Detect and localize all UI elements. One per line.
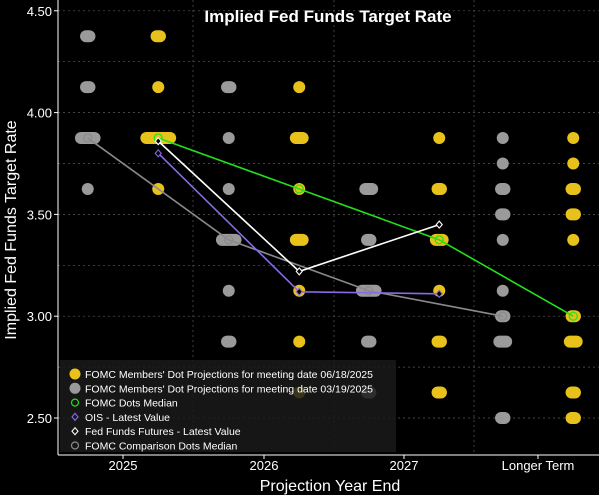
dot-point: [565, 208, 581, 221]
y-axis-label: Implied Fed Funds Target Rate: [3, 120, 20, 339]
dot-point: [496, 284, 509, 297]
median-marker: [364, 286, 374, 296]
legend-marker: [70, 441, 80, 450]
dot-point: [567, 157, 580, 170]
legend-marker: [71, 426, 79, 436]
diamond-marker: [435, 289, 443, 299]
dot-point: [495, 182, 511, 195]
y-tick-label: 4.50: [27, 4, 52, 19]
legend-marker: [70, 398, 80, 407]
dot-point: [565, 412, 581, 424]
legend-item: FOMC Comparison Dots Median: [70, 441, 237, 453]
line-series: [154, 136, 443, 276]
y-tick-label: 2.50: [27, 411, 52, 426]
dot-point: [221, 335, 237, 348]
legend-item: FOMC Members' Dot Projections for meetin…: [69, 382, 373, 395]
dot-point: [567, 233, 580, 246]
dot-point: [80, 30, 96, 43]
dot-point: [431, 386, 447, 399]
dot-point: [496, 157, 509, 170]
legend-item: Fed Funds Futures - Latest Value: [71, 426, 241, 438]
x-tick-label: Longer Term: [502, 458, 575, 473]
series-line: [87, 137, 503, 317]
dot-point: [565, 386, 581, 399]
x-tick-label: 2027: [390, 458, 419, 473]
dot-point: [289, 233, 309, 246]
median-marker: [294, 184, 304, 194]
legend-marker: [69, 368, 81, 380]
line-series: [153, 133, 578, 321]
diamond-marker: [295, 287, 303, 297]
y-tick-label: 4.00: [27, 106, 52, 121]
dot-point: [496, 132, 509, 145]
dot-point: [150, 30, 166, 43]
dot-point: [222, 284, 235, 297]
legend-label: FOMC Members' Dot Projections for meetin…: [85, 383, 373, 395]
median-marker: [498, 311, 508, 321]
y-tick-label: 3.00: [27, 309, 52, 324]
legend-item: FOMC Dots Median: [70, 398, 178, 410]
dot-point: [222, 182, 235, 195]
series-line: [157, 137, 574, 317]
dot-point: [433, 132, 446, 145]
dot-point: [496, 233, 509, 246]
legend: FOMC Members' Dot Projections for meetin…: [60, 360, 396, 453]
legend-label: FOMC Members' Dot Projections for meetin…: [85, 369, 373, 381]
line-series: [154, 148, 443, 299]
legend-background: [60, 360, 396, 452]
dot-point: [495, 412, 511, 424]
dot-point: [293, 335, 306, 348]
dot-point: [493, 335, 513, 348]
diamond-marker: [435, 220, 443, 229]
dot-point: [359, 182, 379, 195]
dot-point: [567, 132, 580, 145]
median-marker: [83, 133, 93, 143]
legend-marker: [71, 412, 79, 422]
legend-label: FOMC Comparison Dots Median: [85, 441, 237, 453]
diamond-marker: [154, 148, 162, 158]
dot-point: [565, 182, 581, 195]
dot-point: [81, 182, 94, 195]
dot-point: [221, 81, 237, 94]
diamond-marker: [154, 136, 162, 146]
chart-title: Implied Fed Funds Target Rate: [204, 7, 451, 26]
line-series: [83, 133, 508, 321]
dot-point: [289, 132, 309, 145]
median-marker: [224, 235, 234, 245]
legend-label: Fed Funds Futures - Latest Value: [85, 426, 241, 438]
y-tick-label: 3.50: [27, 207, 52, 222]
legend-label: OIS - Latest Value: [85, 412, 170, 424]
dot-point: [152, 81, 165, 94]
dot-point: [293, 81, 306, 94]
diamond-marker: [295, 267, 303, 276]
dot-point: [222, 132, 235, 145]
x-tick-label: 2026: [250, 458, 279, 473]
tick-labels: 2.50 3.00 3.50 4.00 4.50 2025 2026 2027 Longer T…: [27, 4, 575, 473]
x-tick-label: 2025: [109, 458, 138, 473]
x-axis-label: Projection Year End: [260, 478, 401, 495]
axes: [57, 0, 599, 456]
median-marker: [568, 311, 578, 321]
legend-item: OIS - Latest Value: [71, 412, 170, 424]
median-marker: [434, 235, 444, 245]
dot-point: [361, 335, 377, 348]
dot-point: [563, 335, 583, 348]
dot-point: [431, 182, 447, 195]
dot-point: [431, 335, 447, 348]
legend-label: FOMC Dots Median: [85, 398, 178, 410]
legend-item: FOMC Members' Dot Projections for meetin…: [69, 368, 373, 381]
dot-point: [361, 233, 377, 246]
dot-point: [80, 81, 96, 94]
dot-point: [495, 208, 511, 221]
legend-marker: [69, 382, 81, 394]
